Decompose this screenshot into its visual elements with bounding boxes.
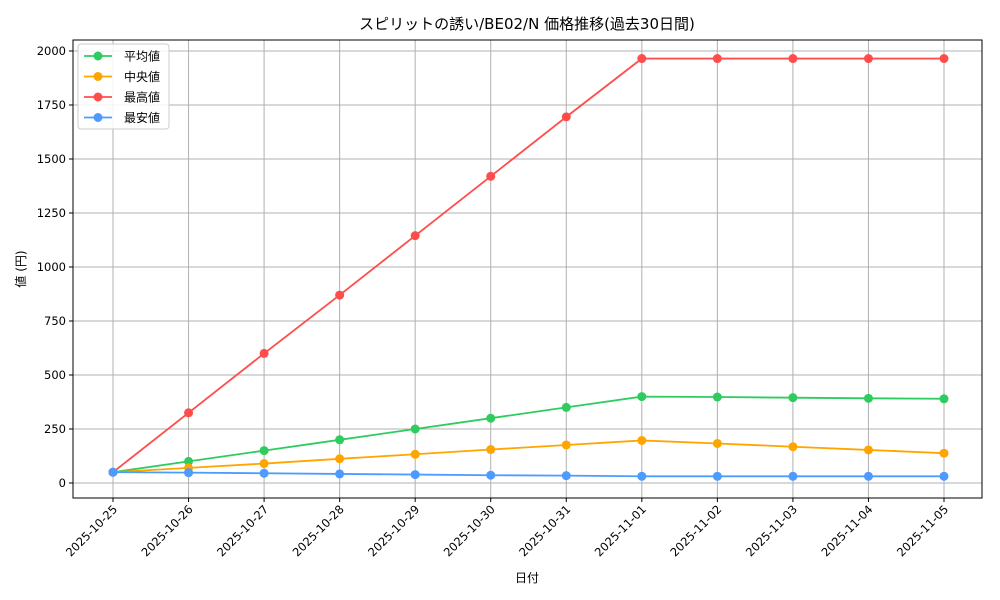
x-tick-label: 2025-10-26 — [139, 502, 196, 559]
x-tick-label: 2025-11-02 — [667, 502, 724, 559]
legend-box — [77, 43, 170, 130]
data-point — [712, 471, 722, 481]
legend-marker-icon — [93, 92, 103, 102]
data-point — [561, 402, 571, 412]
legend-marker-icon — [93, 51, 103, 61]
y-axis-label: 値 (円) — [13, 250, 28, 287]
data-point — [410, 231, 420, 241]
legend-marker-icon — [93, 113, 103, 122]
legend-item: 最安値 — [84, 110, 160, 125]
series-line — [108, 467, 949, 481]
legend-label: 平均値 — [124, 49, 160, 64]
x-axis-label: 日付 — [515, 571, 539, 585]
y-tick-label: 1500 — [37, 152, 66, 166]
data-point — [335, 290, 345, 300]
y-tick-label: 1000 — [37, 260, 66, 274]
data-point — [259, 468, 269, 478]
grid-lines — [73, 40, 982, 498]
data-point — [712, 438, 722, 448]
x-tick-label: 2025-11-03 — [743, 502, 800, 559]
chart-title: スピリットの誘い/BE02/N 価格推移(過去30日間) — [359, 15, 695, 33]
data-point — [335, 435, 345, 445]
data-point — [561, 471, 571, 481]
y-tick-label: 250 — [44, 422, 66, 436]
data-point — [939, 394, 949, 404]
data-point — [863, 445, 873, 455]
data-point — [486, 445, 496, 455]
data-point — [863, 471, 873, 481]
legend-label: 最高値 — [124, 90, 160, 105]
data-point — [939, 54, 949, 64]
data-point — [939, 448, 949, 458]
x-tick-label: 2025-10-29 — [365, 502, 422, 559]
data-point — [788, 471, 798, 481]
data-point — [788, 442, 798, 452]
legend-item: 平均値 — [84, 49, 160, 64]
data-point — [788, 54, 798, 64]
data-series — [108, 54, 949, 481]
data-point — [863, 393, 873, 403]
data-point — [637, 435, 647, 445]
data-point — [712, 392, 722, 402]
data-point — [259, 348, 269, 358]
data-point — [561, 112, 571, 122]
data-point — [259, 459, 269, 469]
y-tick-label: 500 — [44, 368, 66, 382]
data-point — [335, 454, 345, 464]
y-axis-ticks: 0 250 500 750 1000 1250 1500 1750 2000 — [37, 44, 73, 490]
data-point — [486, 171, 496, 181]
y-tick-label: 750 — [44, 314, 66, 328]
data-point — [335, 469, 345, 479]
x-tick-label: 2025-10-25 — [63, 502, 120, 559]
data-point — [486, 470, 496, 480]
legend-item: 最高値 — [84, 90, 160, 105]
x-tick-label: 2025-10-28 — [290, 502, 347, 559]
legend-label: 最安値 — [124, 110, 160, 125]
plot-area-frame — [72, 39, 983, 499]
data-point — [108, 467, 118, 477]
x-tick-label: 2025-11-01 — [592, 502, 649, 559]
x-tick-label: 2025-11-05 — [894, 502, 951, 559]
data-point — [788, 393, 798, 403]
x-tick-label: 2025-11-04 — [818, 502, 875, 559]
y-tick-label: 1250 — [37, 206, 66, 220]
data-point — [259, 446, 269, 456]
series-line — [108, 435, 949, 477]
data-point — [486, 413, 496, 423]
data-point — [863, 54, 873, 64]
y-tick-label: 2000 — [37, 44, 66, 58]
data-point — [410, 470, 420, 480]
x-axis-ticks: 2025-10-25 2025-10-26 2025-10-27 2025-10-28… — [63, 498, 951, 559]
data-point — [184, 468, 194, 478]
data-point — [637, 54, 647, 64]
x-tick-label: 2025-10-27 — [214, 502, 271, 559]
data-point — [410, 424, 420, 434]
data-point — [184, 456, 194, 466]
data-point — [712, 54, 722, 64]
data-point — [184, 408, 194, 418]
y-tick-label: 0 — [59, 476, 66, 490]
data-point — [410, 449, 420, 459]
data-point — [939, 471, 949, 481]
data-point — [637, 392, 647, 402]
data-point — [561, 440, 571, 450]
legend-marker-icon — [93, 72, 103, 81]
y-tick-label: 1750 — [37, 98, 66, 112]
data-point — [637, 471, 647, 481]
legend-label: 中央値 — [124, 69, 160, 84]
x-tick-label: 2025-10-30 — [441, 502, 498, 559]
series-line — [108, 392, 949, 477]
legend-item: 中央値 — [84, 69, 160, 84]
x-tick-label: 2025-10-31 — [516, 502, 573, 559]
